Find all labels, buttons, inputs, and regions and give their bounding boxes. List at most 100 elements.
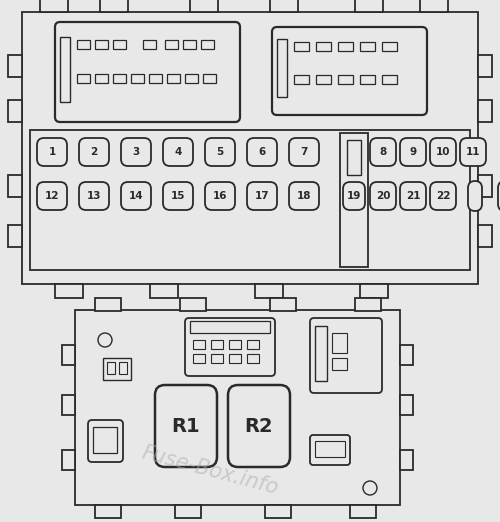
Bar — [355, 298, 381, 311]
FancyBboxPatch shape — [498, 181, 500, 211]
Text: 20: 20 — [376, 191, 390, 201]
Text: 13: 13 — [87, 191, 101, 201]
Bar — [478, 55, 492, 77]
FancyBboxPatch shape — [37, 182, 67, 210]
FancyBboxPatch shape — [289, 182, 319, 210]
Bar — [360, 42, 375, 51]
FancyBboxPatch shape — [121, 138, 151, 166]
Text: Fuse-Box.info: Fuse-Box.info — [140, 442, 280, 498]
Text: 18: 18 — [297, 191, 311, 201]
Text: 17: 17 — [254, 191, 270, 201]
Bar — [113, 74, 126, 83]
Bar — [332, 333, 347, 353]
FancyBboxPatch shape — [121, 182, 151, 210]
Text: 4: 4 — [174, 147, 182, 157]
Bar — [190, 0, 218, 12]
Bar — [75, 310, 400, 505]
Circle shape — [363, 481, 377, 495]
Text: 1: 1 — [48, 147, 56, 157]
FancyBboxPatch shape — [228, 385, 290, 467]
Bar — [277, 39, 287, 97]
FancyBboxPatch shape — [247, 182, 277, 210]
Bar — [478, 100, 492, 122]
Bar — [193, 354, 205, 363]
Bar — [95, 40, 108, 49]
FancyBboxPatch shape — [468, 181, 482, 211]
Text: 8: 8 — [380, 147, 386, 157]
Bar — [478, 175, 492, 197]
Text: 19: 19 — [347, 191, 361, 201]
Bar — [77, 40, 90, 49]
Bar — [420, 0, 448, 12]
Bar — [229, 354, 241, 363]
Bar — [247, 354, 259, 363]
Bar — [203, 74, 216, 83]
Bar — [22, 12, 478, 284]
Bar — [183, 40, 196, 49]
FancyBboxPatch shape — [430, 182, 456, 210]
Text: 3: 3 — [132, 147, 140, 157]
Bar — [360, 284, 388, 298]
FancyBboxPatch shape — [37, 138, 67, 166]
Text: 10: 10 — [436, 147, 450, 157]
FancyBboxPatch shape — [289, 138, 319, 166]
Bar — [400, 345, 413, 365]
Bar — [180, 298, 206, 311]
Bar — [150, 284, 178, 298]
Bar — [165, 40, 178, 49]
Bar — [175, 505, 201, 518]
Bar — [131, 74, 144, 83]
FancyBboxPatch shape — [185, 318, 275, 376]
Bar — [347, 140, 361, 175]
Bar — [95, 505, 121, 518]
Text: 12: 12 — [45, 191, 60, 201]
Bar — [8, 55, 22, 77]
FancyBboxPatch shape — [370, 182, 396, 210]
FancyBboxPatch shape — [163, 182, 193, 210]
Text: 15: 15 — [171, 191, 185, 201]
Text: R2: R2 — [244, 417, 274, 435]
Bar — [62, 395, 75, 415]
Bar — [316, 75, 331, 84]
Text: 9: 9 — [410, 147, 416, 157]
Bar — [103, 358, 131, 380]
FancyBboxPatch shape — [272, 27, 427, 115]
Bar — [113, 40, 126, 49]
Text: 5: 5 — [216, 147, 224, 157]
FancyBboxPatch shape — [55, 22, 240, 122]
Bar — [316, 42, 331, 51]
Bar — [95, 74, 108, 83]
FancyBboxPatch shape — [88, 420, 123, 462]
Text: 2: 2 — [90, 147, 98, 157]
Bar — [100, 0, 128, 12]
FancyBboxPatch shape — [310, 435, 350, 465]
Bar — [315, 441, 345, 457]
Text: 6: 6 — [258, 147, 266, 157]
Text: 7: 7 — [300, 147, 308, 157]
Bar — [255, 284, 283, 298]
Bar — [107, 362, 115, 374]
Bar — [143, 40, 156, 49]
Bar — [338, 42, 353, 51]
Bar — [247, 340, 259, 349]
FancyBboxPatch shape — [460, 138, 486, 166]
Bar — [294, 75, 309, 84]
Bar — [193, 340, 205, 349]
FancyBboxPatch shape — [79, 138, 109, 166]
FancyBboxPatch shape — [400, 138, 426, 166]
Bar — [270, 0, 298, 12]
Text: 14: 14 — [128, 191, 144, 201]
Bar — [62, 345, 75, 365]
Bar — [211, 354, 223, 363]
Bar — [60, 37, 70, 102]
Bar — [62, 450, 75, 470]
Bar — [77, 74, 90, 83]
FancyBboxPatch shape — [400, 182, 426, 210]
Text: 11: 11 — [466, 147, 480, 157]
Bar — [478, 225, 492, 247]
Bar — [270, 298, 296, 311]
Bar — [211, 340, 223, 349]
FancyBboxPatch shape — [163, 138, 193, 166]
Text: 22: 22 — [436, 191, 450, 201]
Bar — [95, 298, 121, 311]
